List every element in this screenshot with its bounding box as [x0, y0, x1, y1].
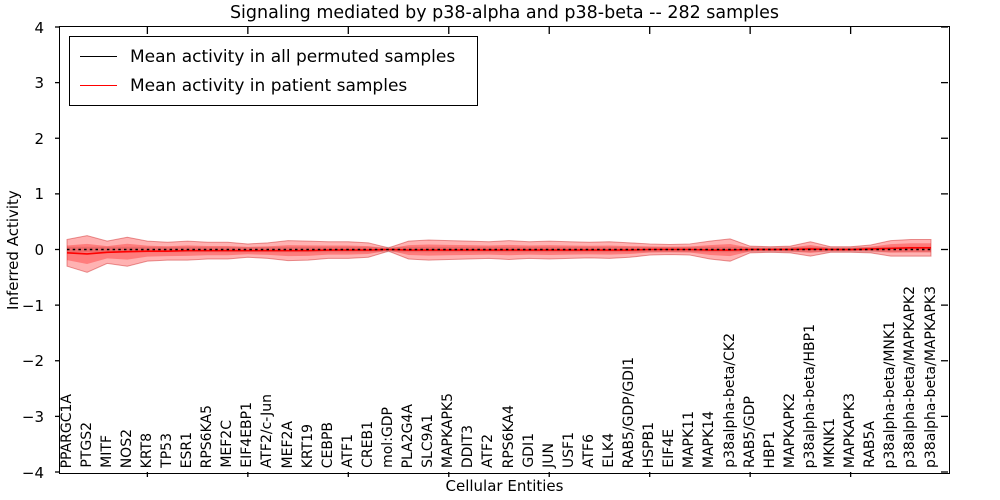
y-tick-label: −2 — [21, 352, 44, 371]
legend: Mean activity in all permuted samples Me… — [69, 36, 479, 106]
chart-title: Signaling mediated by p38-alpha and p38-… — [229, 3, 780, 23]
y-tick-label: 4 — [34, 18, 44, 37]
y-tick-label: 0 — [34, 241, 44, 259]
y-tick-label: 3 — [34, 74, 44, 93]
y-tick-label: −3 — [21, 407, 44, 426]
chart-canvas — [55, 26, 948, 477]
y-tick-label: −1 — [21, 296, 44, 315]
y-tick-label: −4 — [21, 463, 44, 482]
y-tick-label: 2 — [34, 129, 44, 148]
x-axis-label: Cellular Entities — [445, 477, 564, 495]
legend-label-patient: Mean activity in patient samples — [130, 75, 408, 96]
legend-item-permuted: Mean activity in all permuted samples — [80, 44, 455, 69]
y-tick-label: 1 — [34, 185, 44, 204]
legend-item-patient: Mean activity in patient samples — [80, 73, 455, 98]
legend-label-permuted: Mean activity in all permuted samples — [130, 46, 456, 67]
plot-area: PPARGC1A PTGS2 MITF NOS2 KRT8 TP53 ESR1 RPS6KA5… — [55, 26, 950, 477]
red-line-swatch — [80, 85, 117, 86]
black-line-swatch — [80, 56, 117, 57]
y-tick-labels: 4 3 2 1 0 −1 −2 −3 −4 — [0, 19, 53, 482]
